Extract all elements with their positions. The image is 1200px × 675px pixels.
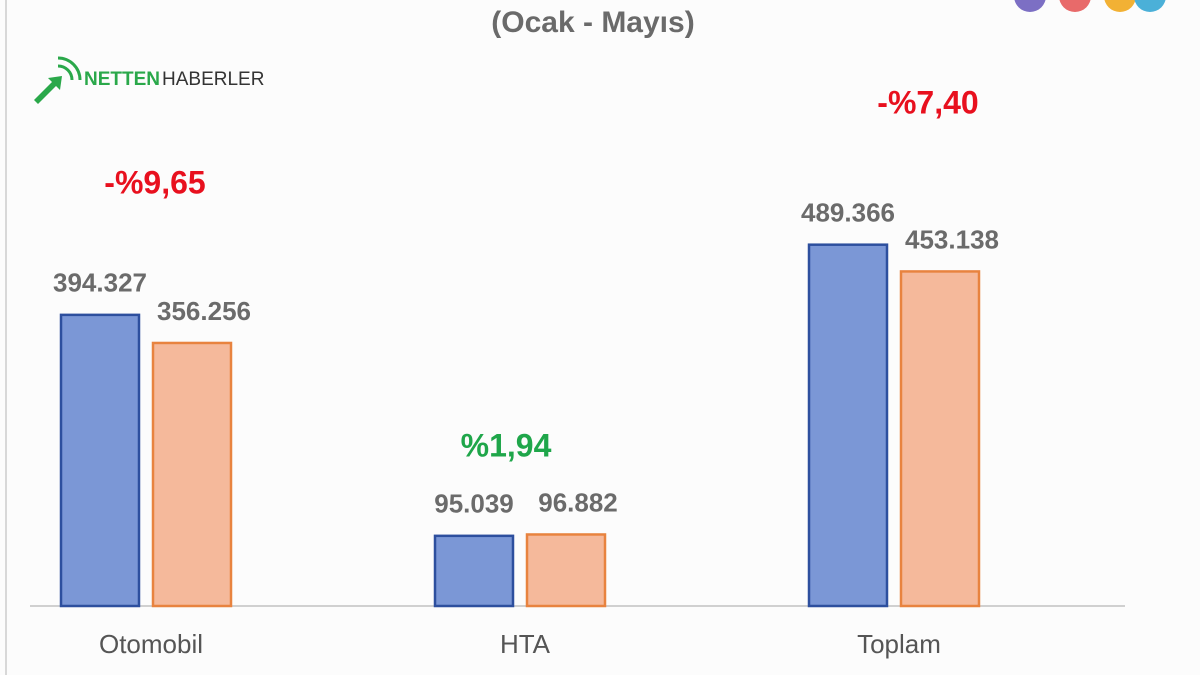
value-label: 394.327 — [53, 268, 147, 298]
bar — [525, 533, 607, 608]
annotation: -%9,65 — [104, 164, 205, 200]
x-tick-label: Otomobil — [99, 629, 203, 659]
annotation: %1,94 — [461, 427, 552, 463]
logo-shape — [1104, 0, 1136, 12]
logo-shape — [1014, 0, 1046, 12]
x-tick-label: Toplam — [857, 629, 941, 659]
value-label: 95.039 — [434, 489, 514, 519]
x-tick-label: HTA — [500, 629, 551, 659]
brand-light: HABERLER — [162, 69, 264, 90]
brand-arrow — [34, 76, 62, 104]
bar — [899, 270, 981, 608]
value-label: 96.882 — [538, 487, 618, 517]
chart-subtitle: (Ocak - Mayıs) — [491, 6, 694, 39]
bar — [59, 313, 141, 608]
bar — [433, 534, 515, 608]
brand-strong: NETTEN — [84, 69, 160, 90]
logo — [1014, 0, 1166, 12]
logo-shape — [1134, 0, 1166, 12]
value-label: 489.366 — [801, 198, 895, 228]
annotation: -%7,40 — [877, 84, 978, 120]
brand-wave — [57, 56, 82, 81]
bar — [807, 243, 889, 608]
value-label: 356.256 — [157, 296, 251, 326]
logo-shape — [1059, 0, 1091, 12]
brand: NETTEN HABERLER — [34, 56, 264, 104]
value-label: 453.138 — [905, 224, 999, 254]
bar — [151, 341, 233, 608]
brand-wave — [57, 64, 74, 81]
